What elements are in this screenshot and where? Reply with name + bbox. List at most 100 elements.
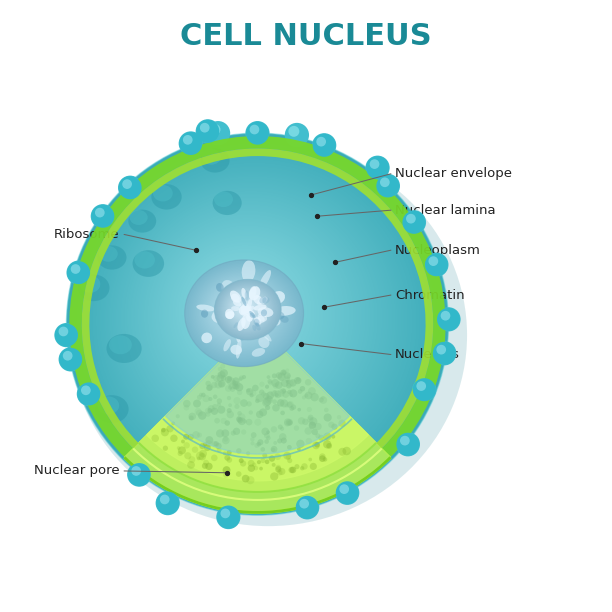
- Ellipse shape: [159, 225, 336, 403]
- Ellipse shape: [133, 200, 367, 434]
- Circle shape: [272, 383, 278, 389]
- Circle shape: [304, 394, 308, 398]
- Ellipse shape: [259, 297, 266, 304]
- Ellipse shape: [135, 252, 155, 269]
- Circle shape: [214, 381, 222, 389]
- Circle shape: [252, 463, 256, 467]
- Ellipse shape: [192, 258, 296, 362]
- Circle shape: [248, 465, 255, 472]
- Ellipse shape: [220, 368, 247, 390]
- Ellipse shape: [157, 224, 337, 404]
- Ellipse shape: [79, 146, 433, 500]
- Circle shape: [132, 466, 141, 476]
- Circle shape: [259, 389, 264, 395]
- Ellipse shape: [236, 340, 241, 359]
- Circle shape: [286, 401, 293, 408]
- Ellipse shape: [199, 266, 286, 353]
- Circle shape: [212, 404, 218, 409]
- Ellipse shape: [211, 278, 271, 338]
- Ellipse shape: [230, 300, 248, 317]
- Ellipse shape: [235, 298, 256, 317]
- Circle shape: [308, 422, 316, 429]
- Circle shape: [294, 377, 301, 384]
- Ellipse shape: [236, 321, 244, 342]
- Circle shape: [228, 403, 232, 407]
- Ellipse shape: [116, 182, 389, 455]
- Ellipse shape: [231, 294, 261, 322]
- Circle shape: [281, 438, 287, 444]
- Circle shape: [397, 433, 419, 456]
- Circle shape: [265, 395, 273, 403]
- Circle shape: [161, 428, 166, 433]
- Ellipse shape: [151, 184, 182, 209]
- Ellipse shape: [195, 262, 291, 357]
- Circle shape: [222, 430, 230, 437]
- Circle shape: [273, 390, 277, 394]
- Ellipse shape: [102, 169, 405, 472]
- Ellipse shape: [194, 268, 292, 356]
- Ellipse shape: [323, 446, 343, 462]
- Circle shape: [323, 457, 327, 461]
- Circle shape: [264, 439, 269, 444]
- Ellipse shape: [252, 348, 265, 357]
- Circle shape: [218, 371, 226, 379]
- Ellipse shape: [218, 283, 277, 336]
- Circle shape: [251, 432, 256, 438]
- Circle shape: [246, 451, 250, 455]
- Circle shape: [232, 384, 238, 389]
- Ellipse shape: [247, 299, 252, 310]
- Ellipse shape: [121, 187, 382, 449]
- Circle shape: [287, 458, 293, 463]
- Circle shape: [203, 395, 210, 402]
- Ellipse shape: [73, 140, 441, 508]
- Circle shape: [285, 123, 309, 147]
- Circle shape: [280, 427, 284, 431]
- Ellipse shape: [227, 291, 266, 326]
- Ellipse shape: [99, 165, 409, 476]
- Ellipse shape: [195, 269, 291, 356]
- Circle shape: [266, 430, 270, 434]
- Circle shape: [246, 122, 269, 144]
- Circle shape: [272, 463, 275, 467]
- Circle shape: [425, 253, 448, 276]
- Circle shape: [211, 382, 217, 388]
- Ellipse shape: [108, 175, 397, 464]
- Ellipse shape: [187, 262, 301, 364]
- Ellipse shape: [278, 474, 310, 501]
- Ellipse shape: [191, 266, 296, 360]
- Circle shape: [318, 435, 324, 441]
- Circle shape: [170, 435, 177, 442]
- Circle shape: [217, 375, 224, 382]
- Ellipse shape: [225, 291, 255, 321]
- Circle shape: [220, 364, 225, 369]
- Circle shape: [211, 375, 215, 379]
- Circle shape: [380, 177, 390, 187]
- Circle shape: [299, 498, 310, 509]
- Ellipse shape: [99, 246, 118, 262]
- Ellipse shape: [234, 297, 256, 318]
- Ellipse shape: [198, 271, 288, 353]
- Ellipse shape: [229, 293, 263, 324]
- Circle shape: [278, 468, 285, 475]
- Ellipse shape: [219, 291, 262, 329]
- Ellipse shape: [215, 280, 280, 339]
- Ellipse shape: [135, 202, 365, 431]
- Circle shape: [218, 380, 226, 387]
- Ellipse shape: [235, 305, 242, 312]
- Ellipse shape: [95, 162, 414, 480]
- Ellipse shape: [231, 318, 242, 323]
- Ellipse shape: [144, 211, 354, 420]
- Circle shape: [275, 465, 281, 471]
- Circle shape: [184, 442, 190, 449]
- Circle shape: [271, 446, 277, 453]
- Ellipse shape: [212, 279, 270, 337]
- Circle shape: [321, 396, 325, 400]
- Ellipse shape: [194, 261, 293, 359]
- Circle shape: [300, 466, 304, 471]
- Ellipse shape: [233, 300, 244, 311]
- Ellipse shape: [229, 299, 250, 318]
- Ellipse shape: [212, 309, 231, 323]
- Ellipse shape: [209, 282, 274, 340]
- Ellipse shape: [119, 186, 384, 450]
- Ellipse shape: [234, 304, 244, 313]
